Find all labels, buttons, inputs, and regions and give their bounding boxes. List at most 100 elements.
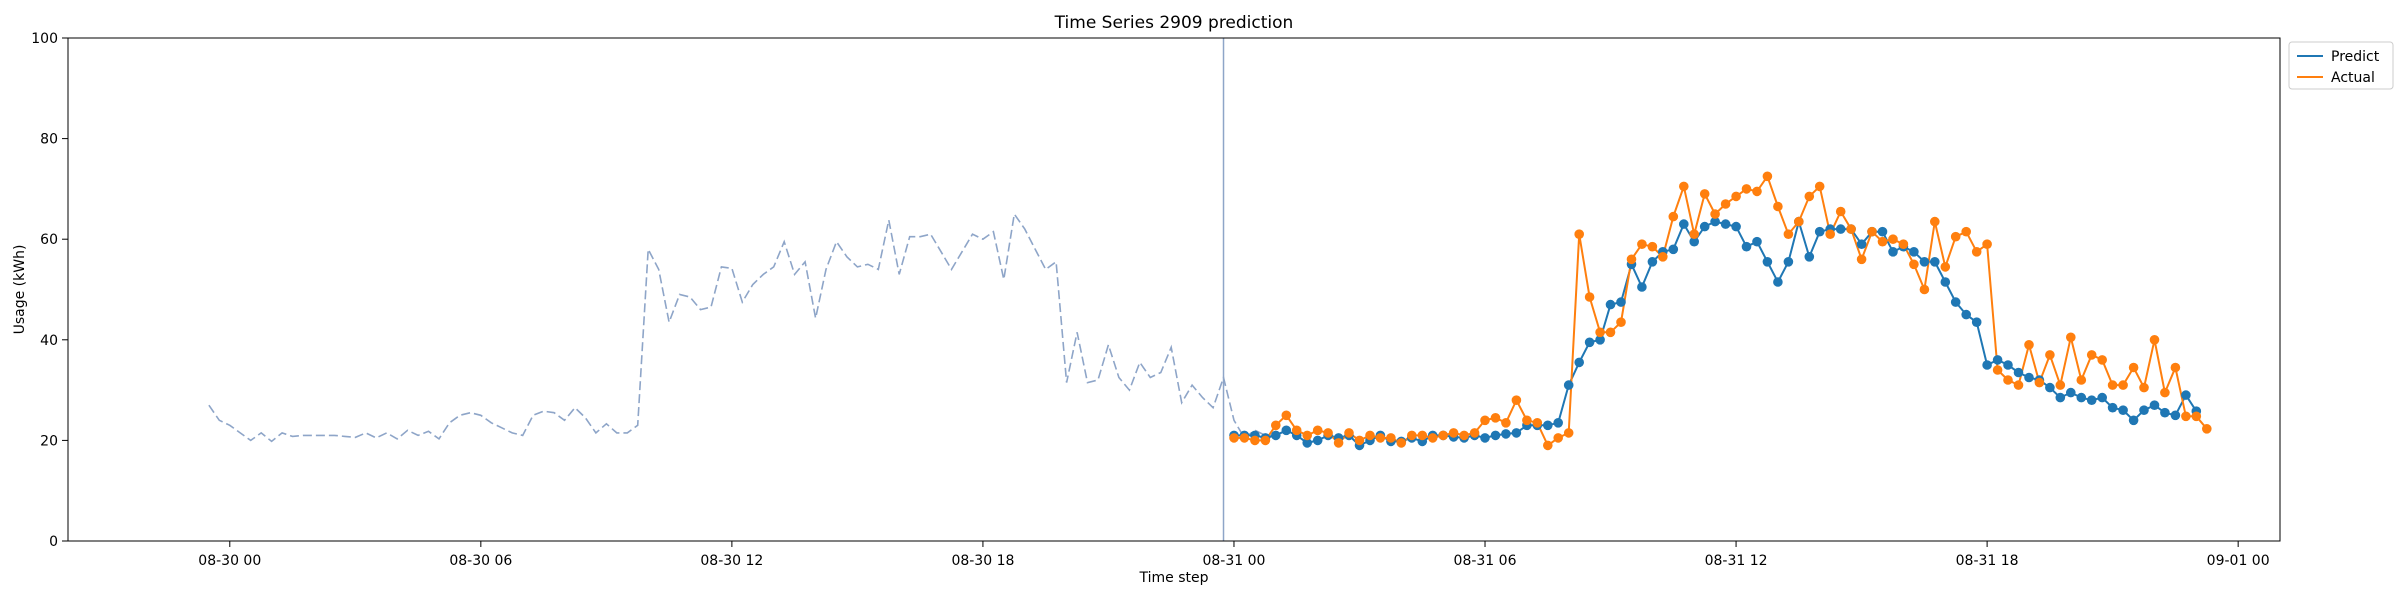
y-tick-label: 60	[40, 232, 58, 248]
x-tick-label: 08-30 00	[198, 553, 261, 569]
data-point	[1333, 438, 1344, 448]
x-tick-label: 08-31 12	[1705, 553, 1768, 569]
data-point	[1375, 433, 1386, 443]
data-point	[1323, 428, 1333, 438]
data-point	[1543, 440, 1553, 451]
data-point	[1919, 284, 1930, 295]
data-point	[1584, 292, 1595, 302]
data-point	[1804, 191, 1815, 202]
data-point	[1856, 239, 1867, 249]
data-point	[1940, 277, 1951, 287]
data-point	[2024, 340, 2034, 350]
data-point	[1584, 337, 1595, 348]
data-point	[1950, 297, 1961, 307]
data-point	[1605, 299, 1616, 310]
data-point	[1909, 247, 1919, 257]
data-point	[2024, 372, 2034, 383]
data-point	[1668, 244, 1679, 255]
data-point	[1783, 229, 1794, 239]
data-point	[1490, 413, 1501, 423]
data-point	[1835, 206, 1846, 217]
data-point	[2013, 380, 2024, 390]
data-point	[1501, 429, 1511, 439]
data-point	[1689, 236, 1699, 247]
legend-label: Predict	[2331, 49, 2380, 65]
legend: Predict Actual	[2288, 41, 2394, 90]
data-point	[2160, 407, 2170, 418]
y-tick-label: 100	[31, 31, 58, 47]
data-point	[2149, 400, 2160, 411]
data-point	[2097, 355, 2107, 365]
data-point	[2149, 335, 2160, 345]
legend-label: Actual	[2331, 70, 2375, 86]
data-point	[1710, 216, 1720, 227]
y-tick-label: 20	[40, 433, 58, 449]
data-point	[1469, 428, 1480, 438]
data-point	[1930, 257, 1940, 267]
data-point	[1971, 247, 1982, 257]
data-point	[1783, 257, 1794, 267]
data-point	[1647, 241, 1658, 252]
data-point	[1553, 418, 1563, 428]
data-point	[1480, 415, 1490, 426]
data-point	[2055, 392, 2066, 403]
data-point	[1459, 430, 1469, 441]
data-point	[2202, 424, 2212, 434]
data-point	[1835, 224, 1846, 234]
data-point	[1658, 251, 1668, 262]
series-markers	[1229, 171, 2212, 451]
data-point	[1543, 420, 1553, 431]
data-point	[1898, 239, 1909, 249]
data-point	[2003, 360, 2013, 370]
data-point	[1877, 236, 1888, 247]
axes: 0 20 40 60 80 100 08-30 00 08-30 06 08-30 12 08-3…	[31, 31, 2269, 569]
data-point	[1281, 425, 1292, 436]
data-point	[1752, 186, 1762, 197]
data-point	[2013, 367, 2024, 378]
data-point	[1762, 171, 1773, 182]
data-point	[2003, 375, 2013, 385]
data-point	[1940, 262, 1951, 272]
data-point	[1814, 181, 1825, 192]
data-point	[2097, 392, 2107, 403]
data-point	[1804, 251, 1815, 262]
data-point	[1814, 226, 1825, 237]
data-point	[1438, 430, 1448, 441]
y-tick-label: 0	[49, 534, 58, 550]
data-point	[1741, 184, 1752, 194]
data-point	[1647, 257, 1658, 267]
data-point	[1260, 435, 1271, 446]
data-point	[1794, 216, 1804, 227]
data-point	[1312, 435, 1323, 446]
data-point	[1668, 211, 1679, 222]
data-point	[1616, 317, 1626, 328]
data-point	[1239, 433, 1250, 443]
data-point	[2086, 395, 2097, 406]
data-point	[1699, 189, 1710, 199]
x-tick-label: 08-31 18	[1956, 553, 2019, 569]
y-tick-label: 80	[40, 132, 58, 148]
data-point	[1490, 430, 1501, 441]
data-point	[1563, 380, 1574, 390]
data-point	[1595, 335, 1605, 345]
data-point	[2139, 405, 2149, 416]
data-point	[1877, 226, 1888, 237]
data-point	[1386, 433, 1396, 443]
data-point	[1511, 395, 1522, 406]
data-point	[2181, 390, 2191, 400]
data-point	[2086, 350, 2097, 360]
x-tick-label: 08-31 06	[1454, 553, 1517, 569]
data-point	[1762, 257, 1773, 267]
data-point	[1574, 229, 1584, 239]
data-point	[1354, 435, 1365, 446]
data-point	[1553, 433, 1563, 443]
data-point	[2045, 382, 2055, 393]
data-point	[1344, 428, 1354, 438]
data-point	[2107, 380, 2118, 390]
data-point	[1291, 425, 1302, 436]
data-point	[2118, 380, 2128, 390]
x-tick-label: 08-30 18	[951, 553, 1014, 569]
plot-frame	[67, 37, 2281, 542]
